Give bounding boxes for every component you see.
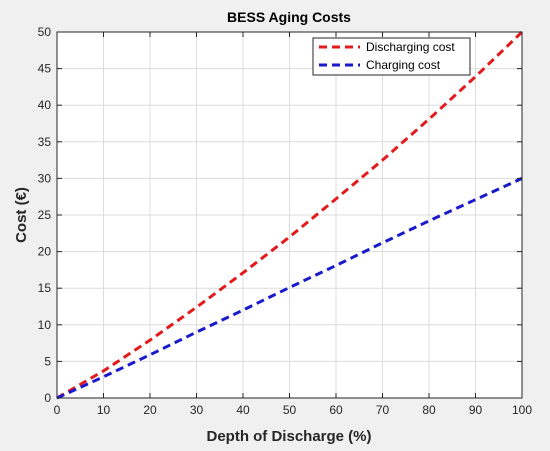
x-tick-label: 20 bbox=[143, 403, 157, 417]
y-tick-label: 5 bbox=[44, 354, 51, 368]
series-line-charging bbox=[56, 177, 523, 400]
y-tick-label: 15 bbox=[38, 281, 52, 295]
y-tick-label: 30 bbox=[38, 171, 52, 185]
y-tick-label: 35 bbox=[38, 135, 52, 149]
series-lines bbox=[56, 30, 524, 400]
y-tick-label: 25 bbox=[38, 208, 52, 222]
y-tick-label: 45 bbox=[38, 62, 52, 76]
x-tick-label: 50 bbox=[283, 403, 297, 417]
x-tick-label: 60 bbox=[329, 403, 343, 417]
x-tick-label: 100 bbox=[512, 403, 532, 417]
y-tick-label: 20 bbox=[38, 245, 52, 259]
legend-label-charging: Charging cost bbox=[366, 58, 441, 72]
y-tick-label: 10 bbox=[38, 318, 52, 332]
x-tick-label: 30 bbox=[190, 403, 204, 417]
legend-box bbox=[312, 37, 471, 76]
y-tick-label: 0 bbox=[44, 391, 51, 405]
legend: Discharging cost Charging cost bbox=[312, 37, 471, 76]
chart-title: BESS Aging Costs bbox=[227, 9, 351, 25]
legend-label-discharging: Discharging cost bbox=[366, 40, 455, 54]
x-axis-title: Depth of Discharge (%) bbox=[206, 428, 371, 445]
axis-ticks: 0 10 20 30 40 50 60 70 80 90 100 0 5 10 15 20 25 30 35 40 45… bbox=[38, 25, 533, 417]
series-line-discharging bbox=[56, 30, 524, 400]
y-axis-title: Cost (€) bbox=[13, 187, 30, 243]
y-tick-label: 40 bbox=[38, 98, 52, 112]
x-tick-label: 10 bbox=[97, 403, 111, 417]
x-tick-label: 80 bbox=[422, 403, 436, 417]
x-tick-label: 70 bbox=[376, 403, 390, 417]
x-tick-label: 0 bbox=[54, 403, 61, 417]
x-tick-label: 40 bbox=[236, 403, 250, 417]
y-tick-label: 50 bbox=[38, 25, 52, 39]
x-tick-label: 90 bbox=[469, 403, 483, 417]
